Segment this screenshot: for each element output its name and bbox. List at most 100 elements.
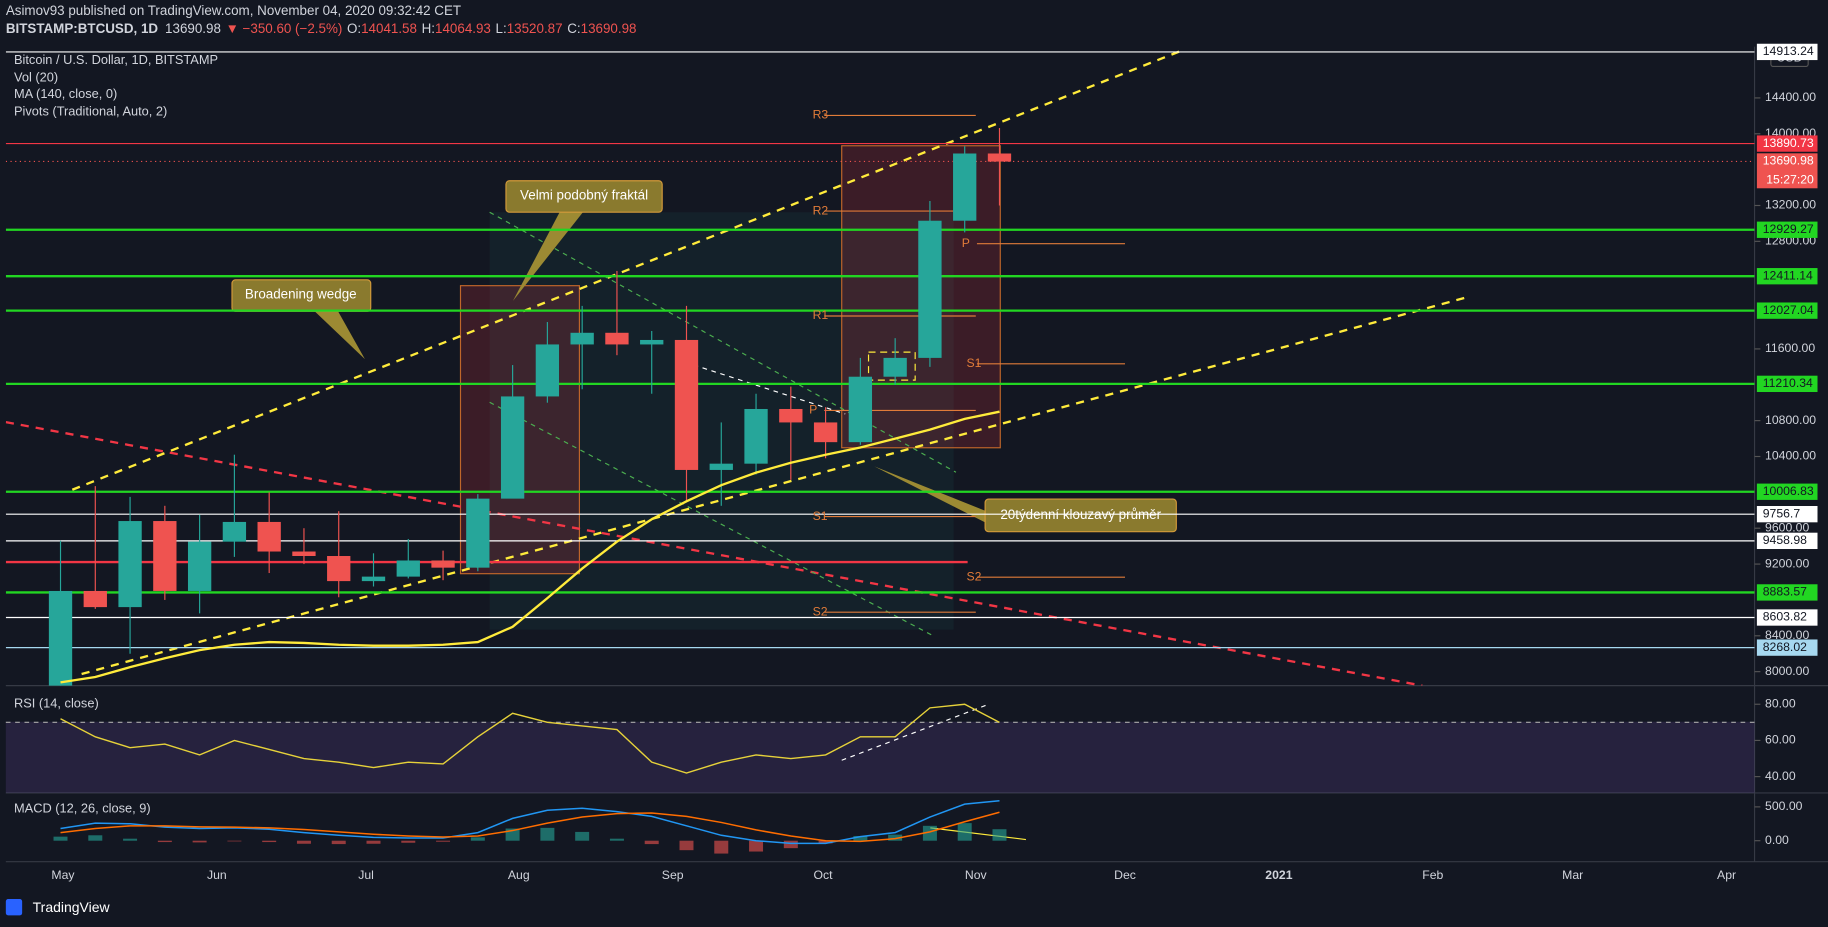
candle-body [500, 396, 525, 499]
x-tick-label: Aug [508, 868, 530, 882]
y-tick-label: 14400.00 [1765, 90, 1816, 104]
callout [984, 498, 1177, 533]
level-label-box [1756, 43, 1818, 61]
pivot-label: R1 [813, 308, 829, 322]
y-tick-label: 8000.00 [1765, 664, 1809, 678]
candle-body [431, 560, 455, 568]
macd-histogram [540, 827, 555, 841]
level-label: 11210.34 [1763, 376, 1813, 390]
x-tick-label: Mar [1562, 868, 1583, 882]
rsi-band [5, 721, 1755, 793]
level-label: 9756.7 [1763, 506, 1801, 520]
candle-body [535, 344, 560, 397]
x-tick-label: May [51, 868, 75, 882]
pivot-label: S1 [966, 356, 981, 370]
candle-body [605, 332, 629, 345]
legend-title: Bitcoin / U.S. Dollar, 1D, BITSTAMP [14, 52, 218, 67]
candle-body [466, 498, 490, 568]
signal-line [60, 811, 1000, 843]
macd-histogram [609, 838, 624, 841]
callout-pointer [874, 466, 986, 523]
level-label-box [1756, 532, 1818, 550]
x-tick-label: Nov [965, 868, 988, 882]
macd-histogram [714, 840, 729, 854]
y-tick-label: 500.00 [1765, 799, 1803, 813]
macd-histogram [88, 835, 103, 841]
candle-body [118, 521, 142, 608]
macd-histogram [818, 840, 833, 844]
macd-histogram [331, 840, 346, 845]
level-label: 8268.02 [1763, 640, 1807, 654]
candle-body [813, 422, 838, 443]
macd-histogram [783, 840, 798, 849]
wedge-upper [71, 50, 1181, 491]
x-tick-label: 2021 [1265, 868, 1292, 882]
candle-body [361, 576, 386, 582]
price-label: 13690.98 [1763, 154, 1814, 168]
macd-trend [930, 827, 1026, 841]
pivot-label: R3 [813, 108, 829, 122]
level-label-box [1756, 375, 1818, 393]
x-tick-label: Dec [1114, 868, 1136, 882]
level-label-box [1756, 584, 1818, 601]
level-label-box [1756, 302, 1818, 319]
legend-item: Pivots (Traditional, Auto, 2) [14, 103, 167, 118]
candle-body [987, 153, 1012, 162]
level-label: 12929.27 [1763, 222, 1814, 236]
pivot-label: P [962, 236, 970, 250]
pivot-label: P [809, 403, 817, 417]
y-tick-label: 13200.00 [1765, 198, 1816, 212]
y-tick-label: 10800.00 [1765, 413, 1816, 427]
y-tick-label: 8400.00 [1765, 628, 1809, 642]
macd-histogram [53, 836, 68, 841]
macd-histogram [992, 829, 1007, 841]
callout-text: Velmi podobný fraktál [520, 187, 648, 202]
level-label-box [1756, 609, 1818, 626]
rsi-trend [841, 703, 989, 761]
publisher: Asimov93 published on TradingView.com, N… [6, 3, 461, 18]
y-tick-label: 11600.00 [1765, 341, 1815, 355]
level-label-box [1756, 506, 1818, 523]
macd-histogram [401, 840, 416, 843]
candle-body [153, 521, 177, 591]
candle-body [848, 376, 873, 443]
callout-pointer [512, 212, 583, 301]
level-label: 8603.82 [1763, 610, 1807, 624]
candle-body [779, 408, 803, 423]
callout-pointer [314, 311, 365, 360]
macd-histogram [157, 840, 172, 843]
macd-histogram [749, 840, 764, 852]
level-label-box [1756, 268, 1818, 285]
x-tick-label: Feb [1422, 868, 1443, 882]
candle-body [640, 339, 664, 345]
y-tick-label: 40.00 [1765, 769, 1796, 783]
macd-histogram [853, 835, 868, 841]
legend-item: MA (140, close, 0) [14, 86, 117, 101]
pivot-label: S2 [813, 604, 828, 618]
y-tick-label: 0.00 [1765, 833, 1789, 847]
x-tick-label: Apr [1717, 868, 1736, 882]
quote: BITSTAMP:BTCUSD, 1D 13690.98 ▼ −350.60 (−2… [6, 21, 637, 36]
macd-histogram [296, 840, 311, 844]
level-label: 9458.98 [1763, 533, 1807, 547]
wedge-lower [81, 296, 1467, 676]
callout [505, 180, 663, 213]
macd-histogram [436, 840, 451, 842]
x-tick-label: Oct [814, 868, 834, 882]
trend-white [693, 364, 846, 415]
trend-red [5, 420, 1423, 686]
level-label: 10006.83 [1763, 484, 1814, 498]
candle-body [222, 521, 247, 542]
fractal-zone [489, 212, 954, 630]
x-tick-label: Jul [358, 868, 374, 882]
level-label-box [1756, 221, 1818, 238]
y-tick-label: 80.00 [1765, 696, 1796, 710]
macd-histogram [192, 840, 207, 843]
candle-body [292, 551, 316, 557]
macd-histogram [262, 840, 277, 843]
macd-histogram [470, 837, 485, 841]
x-tick-label: Jun [207, 868, 227, 882]
macd-title: MACD (12, 26, close, 9) [14, 801, 151, 816]
rsi-line [60, 703, 1000, 774]
level-label-box [1756, 639, 1818, 656]
